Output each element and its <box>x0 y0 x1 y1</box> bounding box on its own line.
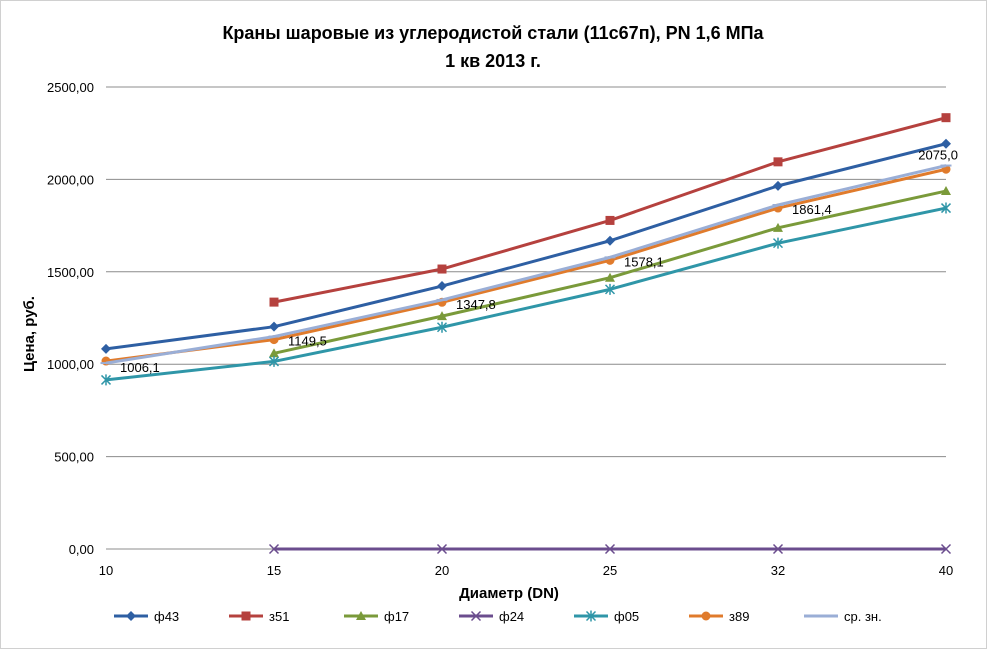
gridlines <box>106 86 946 458</box>
data-point <box>604 283 616 295</box>
legend-item: ф05 <box>574 609 639 624</box>
y-tick-label: 2000,00 <box>47 172 94 187</box>
data-point <box>269 321 279 332</box>
legend-label: з89 <box>729 609 749 624</box>
data-point <box>941 113 951 123</box>
x-tick-label: 10 <box>99 563 113 578</box>
data-point <box>940 543 952 555</box>
data-point <box>101 343 111 354</box>
data-label: 1149,5 <box>288 334 327 349</box>
data-point <box>436 321 448 333</box>
legend-label: ф17 <box>384 609 409 624</box>
legend-label: ср. зн. <box>844 609 882 624</box>
series-7 <box>100 164 952 365</box>
data-label: 1347,8 <box>456 297 496 312</box>
legend-label: ф43 <box>154 609 179 624</box>
legend-label: ф24 <box>499 609 524 624</box>
legend-label: з51 <box>269 609 289 624</box>
series-line <box>105 206 947 382</box>
legend-marker <box>470 610 482 622</box>
legend-marker <box>585 610 597 622</box>
y-tick-label: 0,00 <box>69 542 94 557</box>
series-group <box>100 113 952 555</box>
data-point <box>437 264 447 274</box>
data-point <box>605 215 615 225</box>
data-point <box>605 272 615 282</box>
data-point <box>772 543 784 555</box>
y-tick-label: 500,00 <box>54 450 94 465</box>
x-tick-label: 32 <box>771 563 785 578</box>
legend-item: з51 <box>229 609 289 624</box>
data-point <box>604 543 616 555</box>
x-tick-label: 20 <box>435 563 449 578</box>
data-point <box>941 138 951 149</box>
data-point <box>605 235 615 246</box>
series-4 <box>268 543 952 555</box>
data-point <box>436 543 448 555</box>
x-tick-label: 40 <box>939 563 953 578</box>
data-point <box>269 348 279 358</box>
data-label: 2075,0 <box>918 148 958 163</box>
data-point <box>940 202 952 214</box>
data-point <box>437 311 447 321</box>
series-line <box>105 167 947 363</box>
legend-marker <box>126 611 136 621</box>
x-tick-label: 25 <box>603 563 617 578</box>
series-line <box>105 164 947 365</box>
x-tick-label: 15 <box>267 563 281 578</box>
data-point <box>773 180 783 191</box>
legend-label: ф05 <box>614 609 639 624</box>
legend-marker <box>356 611 366 620</box>
legend-item: ф17 <box>344 609 409 624</box>
data-point <box>268 355 280 367</box>
legend: ф43 з51 ф17 ф24 ф05 з89 ср. зн. <box>114 609 882 624</box>
data-point <box>772 237 784 249</box>
data-label: 1006,1 <box>120 360 160 375</box>
data-point <box>100 374 112 386</box>
legend-marker <box>701 611 711 621</box>
data-label: 1861,4 <box>792 202 832 217</box>
data-point <box>773 157 783 167</box>
axes: 0,00 500,00 1000,00 1500,00 2000,00 2500,00 10… <box>47 80 953 578</box>
y-tick-label: 1000,00 <box>47 357 94 372</box>
data-point <box>437 281 447 292</box>
data-point <box>269 297 279 307</box>
series-2 <box>269 113 951 307</box>
data-point <box>773 222 783 232</box>
series-3 <box>269 186 951 358</box>
legend-item: з89 <box>689 609 749 624</box>
chart-subtitle: 1 кв 2013 г. <box>445 51 541 71</box>
y-tick-label: 1500,00 <box>47 265 94 280</box>
data-point <box>268 543 280 555</box>
legend-item: ср. зн. <box>804 609 882 624</box>
y-axis-title: Цена, руб. <box>21 296 38 372</box>
y-tick-label: 2500,00 <box>47 80 94 95</box>
series-line <box>105 142 947 351</box>
data-point <box>941 186 951 196</box>
legend-marker <box>241 611 251 621</box>
data-label: 1578,1 <box>624 254 664 269</box>
chart-title: Краны шаровые из углеродистой стали (11с… <box>222 23 764 43</box>
legend-item: ф43 <box>114 609 179 624</box>
data-labels: 1006,1 1149,5 1347,8 1578,1 1861,4 2075,0 <box>120 148 958 376</box>
series-1 <box>101 138 951 354</box>
legend-item: ф24 <box>459 609 524 624</box>
series-5 <box>100 202 952 386</box>
x-axis-title: Диаметр (DN) <box>459 585 559 602</box>
